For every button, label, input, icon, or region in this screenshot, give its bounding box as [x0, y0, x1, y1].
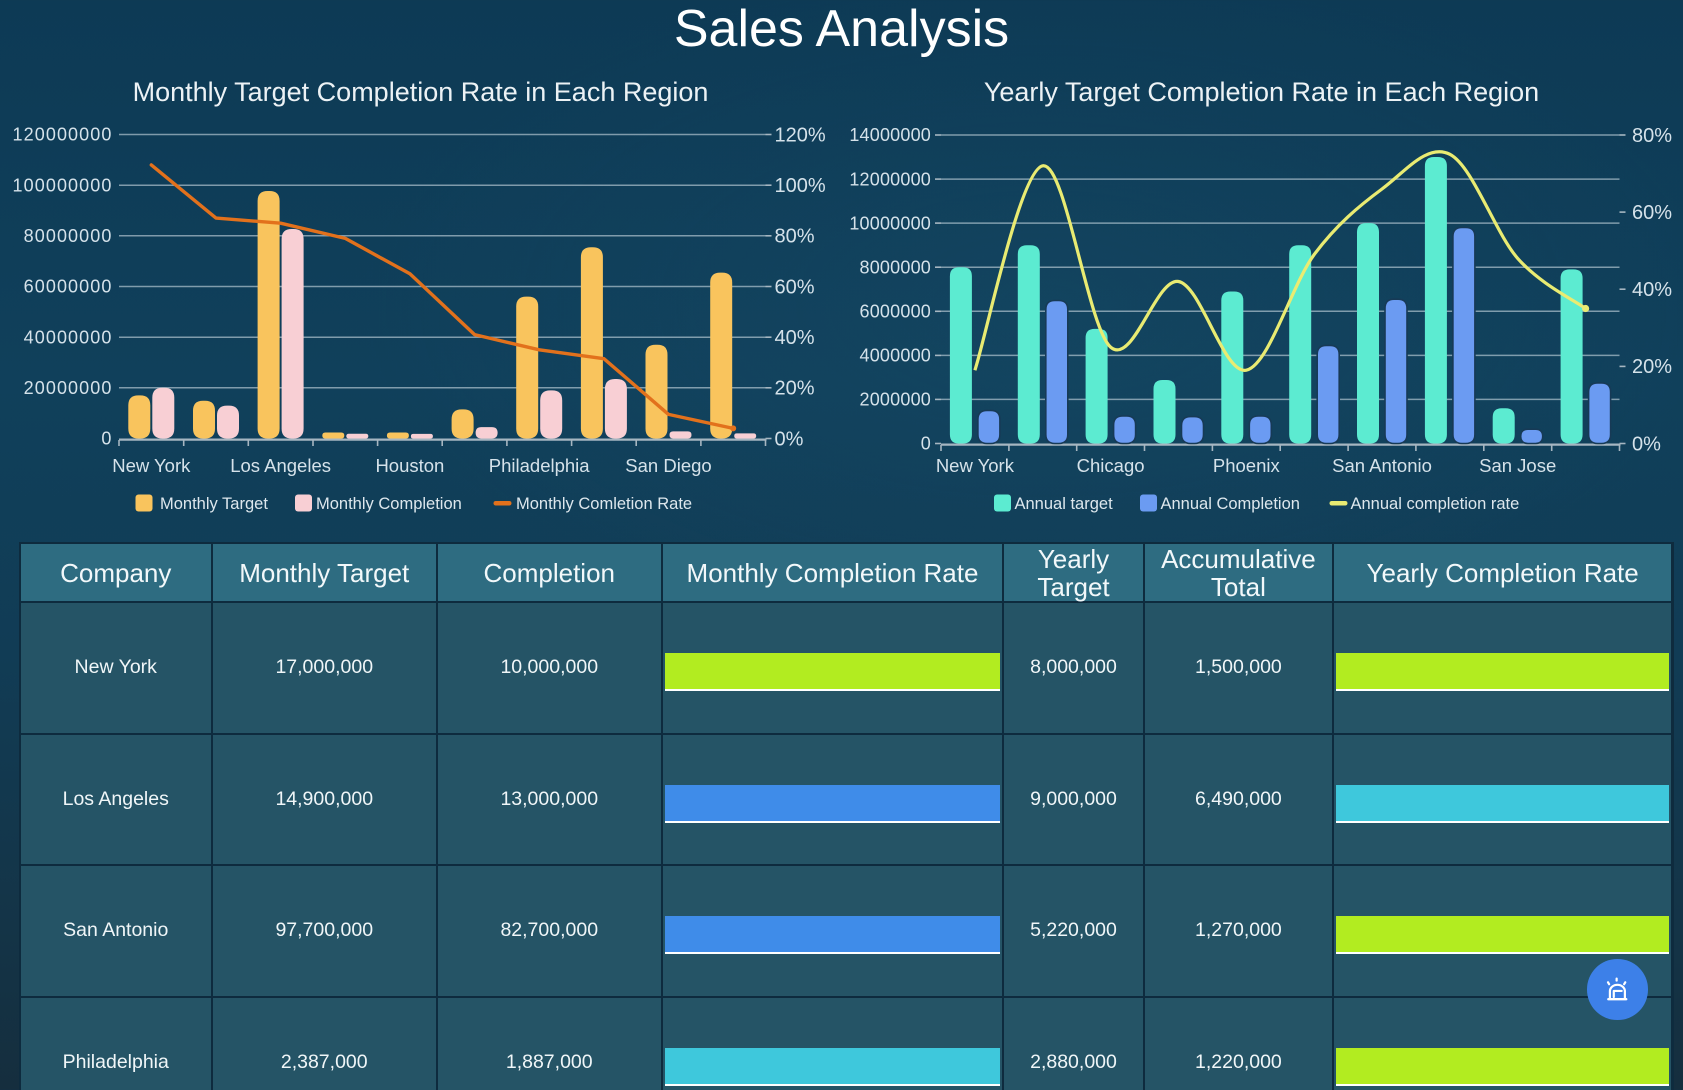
svg-text:120000000: 120000000 — [13, 125, 113, 145]
svg-text:Houston: Houston — [375, 455, 444, 476]
svg-text:Philadelphia: Philadelphia — [489, 455, 591, 476]
svg-text:20%: 20% — [775, 378, 815, 400]
svg-text:120%: 120% — [775, 124, 826, 146]
svg-text:14000000: 14000000 — [849, 125, 931, 145]
svg-text:Monthly Target: Monthly Target — [160, 495, 268, 513]
svg-text:0: 0 — [101, 429, 112, 449]
svg-text:6000000: 6000000 — [860, 302, 931, 322]
svg-text:Chicago: Chicago — [1077, 455, 1145, 476]
svg-text:0: 0 — [921, 434, 931, 454]
svg-text:Monthly Target Completion Rate: Monthly Target Completion Rate in Each R… — [133, 77, 709, 107]
svg-text:Los Angeles: Los Angeles — [230, 455, 331, 476]
svg-text:80%: 80% — [1632, 125, 1672, 147]
svg-text:40000000: 40000000 — [24, 327, 113, 347]
svg-text:Yearly Target Completion Rate: Yearly Target Completion Rate in Each Re… — [984, 77, 1539, 107]
svg-text:Annual completion rate: Annual completion rate — [1351, 495, 1520, 513]
svg-text:Phoenix: Phoenix — [1213, 455, 1281, 476]
svg-text:12000000: 12000000 — [849, 169, 931, 189]
svg-text:80%: 80% — [775, 226, 815, 248]
svg-text:0%: 0% — [775, 428, 804, 450]
svg-text:Annual target: Annual target — [1015, 495, 1114, 513]
svg-text:60%: 60% — [1632, 202, 1672, 224]
svg-text:60000000: 60000000 — [24, 277, 113, 297]
svg-text:Monthly Completion: Monthly Completion — [316, 495, 462, 513]
svg-text:San Antonio: San Antonio — [1332, 455, 1432, 476]
svg-text:40%: 40% — [775, 327, 815, 349]
svg-text:New York: New York — [936, 455, 1015, 476]
svg-text:San Diego: San Diego — [625, 455, 711, 476]
svg-text:8000000: 8000000 — [860, 257, 931, 277]
svg-text:0%: 0% — [1632, 433, 1661, 455]
svg-text:Annual Completion: Annual Completion — [1161, 495, 1300, 513]
svg-text:20%: 20% — [1632, 356, 1672, 378]
svg-text:Monthly Comletion Rate: Monthly Comletion Rate — [516, 495, 692, 513]
svg-text:40%: 40% — [1632, 279, 1672, 301]
svg-text:2000000: 2000000 — [860, 390, 931, 410]
svg-text:80000000: 80000000 — [24, 226, 113, 246]
svg-text:San Jose: San Jose — [1479, 455, 1556, 476]
svg-text:20000000: 20000000 — [24, 378, 113, 398]
svg-text:60%: 60% — [775, 276, 815, 298]
svg-text:100000000: 100000000 — [13, 175, 113, 195]
svg-text:4000000: 4000000 — [860, 346, 931, 366]
svg-text:New York: New York — [112, 455, 191, 476]
svg-text:100%: 100% — [775, 175, 826, 197]
svg-text:10000000: 10000000 — [849, 213, 931, 233]
